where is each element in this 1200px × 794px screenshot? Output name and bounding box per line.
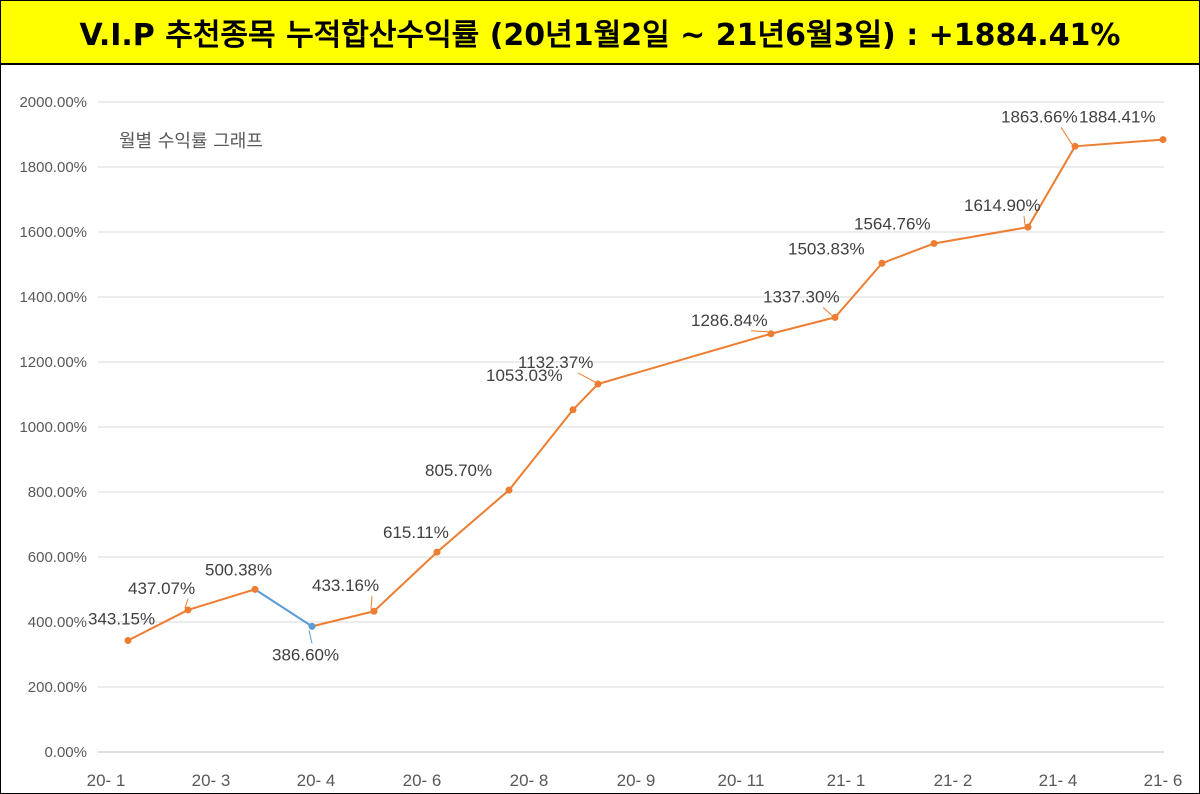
x-tick-label: 20- 4 [297,771,336,790]
y-tick-label: 2000.00% [19,94,87,111]
data-point [594,380,602,388]
data-label: 1053.03% [486,366,563,385]
data-label: 805.70% [425,461,492,480]
x-tick-label: 20- 8 [510,771,549,790]
data-label: 1564.76% [854,214,931,233]
y-tick-label: 1200.00% [19,354,87,371]
leader-line [1023,216,1026,226]
data-labels: 343.15% 437.07% 500.38% 386.60% 433.16% 615.1… [88,107,1156,664]
grid-lines [98,101,1164,753]
data-label: 615.11% [383,523,449,542]
data-label: 1614.90% [964,196,1041,215]
data-label: 1132.37% [518,353,593,372]
data-point [251,585,259,593]
data-label: 1337.30% [763,287,840,306]
y-tick-label: 1400.00% [19,289,87,306]
y-tick-label: 1800.00% [19,159,87,176]
chart-title: V.I.P 추천종목 누적합산수익률 (20년1월2일 ~ 21년6월3일) :… [1,1,1199,65]
x-tick-label: 20- 1 [87,771,126,790]
chart-subtitle: 월별 수익률 그래프 [119,131,263,152]
series-segment [508,408,574,492]
y-tick-label: 800.00% [28,484,87,501]
series-segment [597,332,772,385]
data-label: 500.38% [205,560,272,579]
data-point [1024,223,1032,231]
data-label: 1863.66% [1001,107,1078,126]
series-segment [572,382,599,411]
leader-line [1060,127,1073,145]
y-tick-label: 1600.00% [19,224,87,241]
series-segment [770,316,836,335]
x-tick-label: 20- 9 [617,771,656,790]
series-segment [881,242,935,265]
series-segment [254,588,313,628]
leader-line [308,630,313,644]
x-tick-label: 20- 3 [192,771,231,790]
x-tick-label: 21- 2 [934,771,973,790]
data-point [1071,142,1079,150]
y-axis-ticks: 0.00% 200.00% 400.00% 600.00% 800.00% 1000.00… [19,94,87,761]
data-point [505,486,513,494]
data-point [569,406,577,414]
data-label: 1286.84% [691,311,768,330]
data-point [831,313,839,321]
data-label: 1503.83% [788,239,865,258]
x-tick-label: 21- 6 [1144,771,1183,790]
data-label: 386.60% [272,645,339,664]
data-point [308,622,316,630]
series-segment [933,226,1029,245]
series-segment [436,489,510,554]
y-tick-label: 0.00% [44,744,87,761]
data-label: 343.15% [88,609,155,628]
series-segment [127,608,189,642]
x-tick-label: 21- 1 [827,771,866,790]
data-point [124,636,132,644]
series-segment [373,551,438,613]
x-tick-label: 21- 4 [1039,771,1078,790]
x-axis-ticks: 20- 1 20- 3 20- 4 20- 6 20- 8 20- 9 20- 11 21- … [87,771,1183,790]
leader-line [750,330,769,333]
data-point [930,239,938,247]
data-point [1159,136,1167,144]
series-points [124,136,1167,644]
data-label: 437.07% [128,579,195,598]
data-point [878,259,886,267]
data-label: 433.16% [312,576,379,595]
leader-line [822,307,833,316]
series-segment [311,610,375,628]
y-tick-label: 400.00% [28,614,87,631]
data-point [370,607,378,615]
series-line [127,138,1164,642]
series-segment [1027,145,1076,229]
data-point [767,330,775,338]
data-label: 1884.41% [1079,108,1156,127]
data-point [184,606,192,614]
series-segment [187,588,256,611]
series-segment [1074,138,1164,148]
series-segment [834,262,883,319]
y-tick-label: 1000.00% [19,419,87,436]
data-point [433,548,441,556]
leader-line [577,372,596,383]
label-leader-lines [184,127,1073,644]
x-tick-label: 20- 11 [718,771,765,790]
y-tick-label: 200.00% [28,679,87,696]
leader-line [370,596,373,610]
leader-line [184,598,189,609]
x-tick-label: 20- 6 [403,771,442,790]
y-tick-label: 600.00% [28,549,87,566]
